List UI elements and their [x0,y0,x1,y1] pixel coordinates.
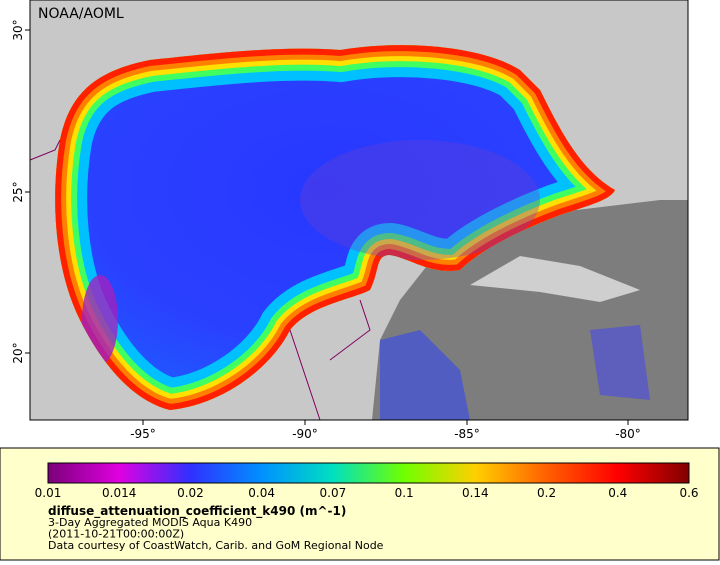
colorbar-label: 0.07 [320,486,347,500]
legend-line: 3-Day Aggregated MODIS Aqua K490 [48,516,252,529]
colorbar-label: 0.2 [537,486,556,500]
x-tick-label: -85° [454,427,480,441]
y-tick-label: 25° [11,181,25,202]
border [29,139,61,161]
map-frame [29,0,689,421]
colorbar-label: 0.014 [102,486,136,500]
x-tick-label: -80° [615,427,641,441]
legend-line: (2011-10-21T00:00:00Z) [48,528,184,541]
colorbar-label: 0.01 [35,486,62,500]
colorbar-label: 0.04 [248,486,275,500]
caribbean-water [590,325,650,400]
x-tick-label: -95° [130,427,156,441]
colorbar-ramp [47,462,690,484]
legend-line: Data courtesy of CoastWatch, Carib. and … [48,539,384,552]
y-tick-label: 20° [11,342,25,363]
colorbar: 0.01 0.014 0.02 0.04 0.07 0.1 0.14 0.2 0.4 0.6 [35,462,699,500]
colorbar-label: 0.4 [608,486,627,500]
map: NOAA/AOML [29,0,689,421]
colorbar-label: 0.1 [395,486,414,500]
legend-lines: 3-Day Aggregated MODIS Aqua K490(2011-10… [48,516,384,552]
credit: NOAA/AOML [38,6,124,22]
colorbar-label: 0.02 [177,486,204,500]
y-tick-label: 30° [11,19,25,40]
colorbar-label: 0.6 [679,486,698,500]
x-tick-label: -90° [292,427,318,441]
variable-name: diffuse_attenuation_coefficient_k490 (m^… [48,504,346,519]
axes: -95° -90° -85° -80° 20° 25° 30° [11,19,641,441]
caribbean-water [380,330,470,420]
colorbar-label: 0.14 [462,486,489,500]
cuba [470,256,640,302]
border [289,329,321,421]
border [329,299,371,361]
